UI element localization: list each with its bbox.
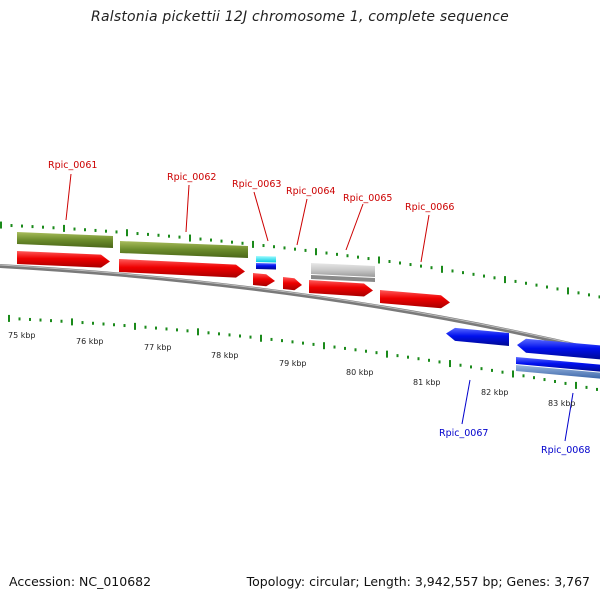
gene-rpic-0063-feature-bar[interactable]	[256, 256, 276, 263]
scale-label-80: 80 kbp	[346, 368, 374, 377]
gene-label-rpic-0067[interactable]: Rpic_0067	[439, 428, 488, 439]
scale-label-75: 75 kbp	[8, 331, 36, 340]
scale-label-76: 76 kbp	[76, 337, 104, 346]
leader-line-rpic-0062	[185, 184, 190, 233]
gene-arrow-rpic-0065[interactable]	[309, 280, 373, 297]
label-leader-lines	[65, 173, 574, 442]
gene-rpic-0061-feature-bar[interactable]	[17, 232, 113, 248]
scale-label-81: 81 kbp	[413, 378, 441, 387]
gene-features	[17, 232, 600, 379]
gene-label-rpic-0062[interactable]: Rpic_0062	[167, 172, 216, 183]
gene-arrow-rpic-0064[interactable]	[283, 277, 302, 291]
scale-label-83: 83 kbp	[548, 399, 576, 408]
scale-label-77: 77 kbp	[144, 343, 172, 352]
topology-text: Topology: circular; Length: 3,942,557 bp…	[246, 574, 590, 589]
accession-text: Accession: NC_010682	[9, 574, 152, 589]
chromosome-backbone-highlight	[0, 264, 600, 351]
scale-labels: 75 kbp 76 kbp 77 kbp 78 kbp 79 kbp 80 kb…	[8, 331, 576, 408]
leader-line-rpic-0068	[564, 392, 574, 442]
gene-rpic-0068-feature-bar[interactable]	[516, 357, 600, 372]
scale-label-82: 82 kbp	[481, 388, 509, 397]
gene-arrow-rpic-0067[interactable]	[446, 327, 509, 346]
leader-line-rpic-0063	[253, 191, 269, 242]
scale-label-79: 79 kbp	[279, 359, 307, 368]
map-title: Ralstonia pickettii 12J chromosome 1, co…	[91, 9, 509, 25]
gene-rpic-0065-feature-shadow	[311, 275, 375, 282]
chromosome-backbone	[0, 264, 600, 353]
gene-rpic-0068-feature-bar-secondary[interactable]	[516, 365, 600, 379]
gene-rpic-0065-feature-bar[interactable]	[311, 263, 375, 277]
leader-line-rpic-0067	[461, 379, 471, 425]
gene-label-rpic-0065[interactable]: Rpic_0065	[343, 193, 392, 204]
scale-label-78: 78 kbp	[211, 351, 239, 360]
gene-label-rpic-0066[interactable]: Rpic_0066	[405, 202, 454, 213]
gene-label-rpic-0068[interactable]: Rpic_0068	[541, 445, 590, 456]
gene-arrow-rpic-0061[interactable]	[17, 251, 110, 268]
leader-line-rpic-0064	[296, 198, 308, 246]
gene-arrow-rpic-0062[interactable]	[119, 259, 245, 278]
leader-line-rpic-0061	[65, 173, 72, 221]
gene-rpic-0062-feature-bar[interactable]	[120, 241, 248, 258]
gene-arrow-rpic-0066[interactable]	[380, 290, 450, 309]
leader-line-rpic-0066	[420, 214, 430, 263]
gene-rpic-0063-feature-bar-secondary[interactable]	[256, 263, 276, 270]
gene-label-rpic-0061[interactable]: Rpic_0061	[48, 160, 97, 171]
gene-label-rpic-0064[interactable]: Rpic_0064	[286, 186, 335, 197]
gene-label-rpic-0063[interactable]: Rpic_0063	[232, 179, 281, 190]
gene-labels: Rpic_0061 Rpic_0062 Rpic_0063 Rpic_0064 …	[48, 160, 590, 456]
scale-ticks	[0, 221, 600, 391]
gene-arrow-rpic-0068[interactable]	[517, 338, 600, 360]
leader-line-rpic-0065	[345, 203, 364, 251]
gene-arrow-rpic-0063[interactable]	[253, 273, 275, 287]
